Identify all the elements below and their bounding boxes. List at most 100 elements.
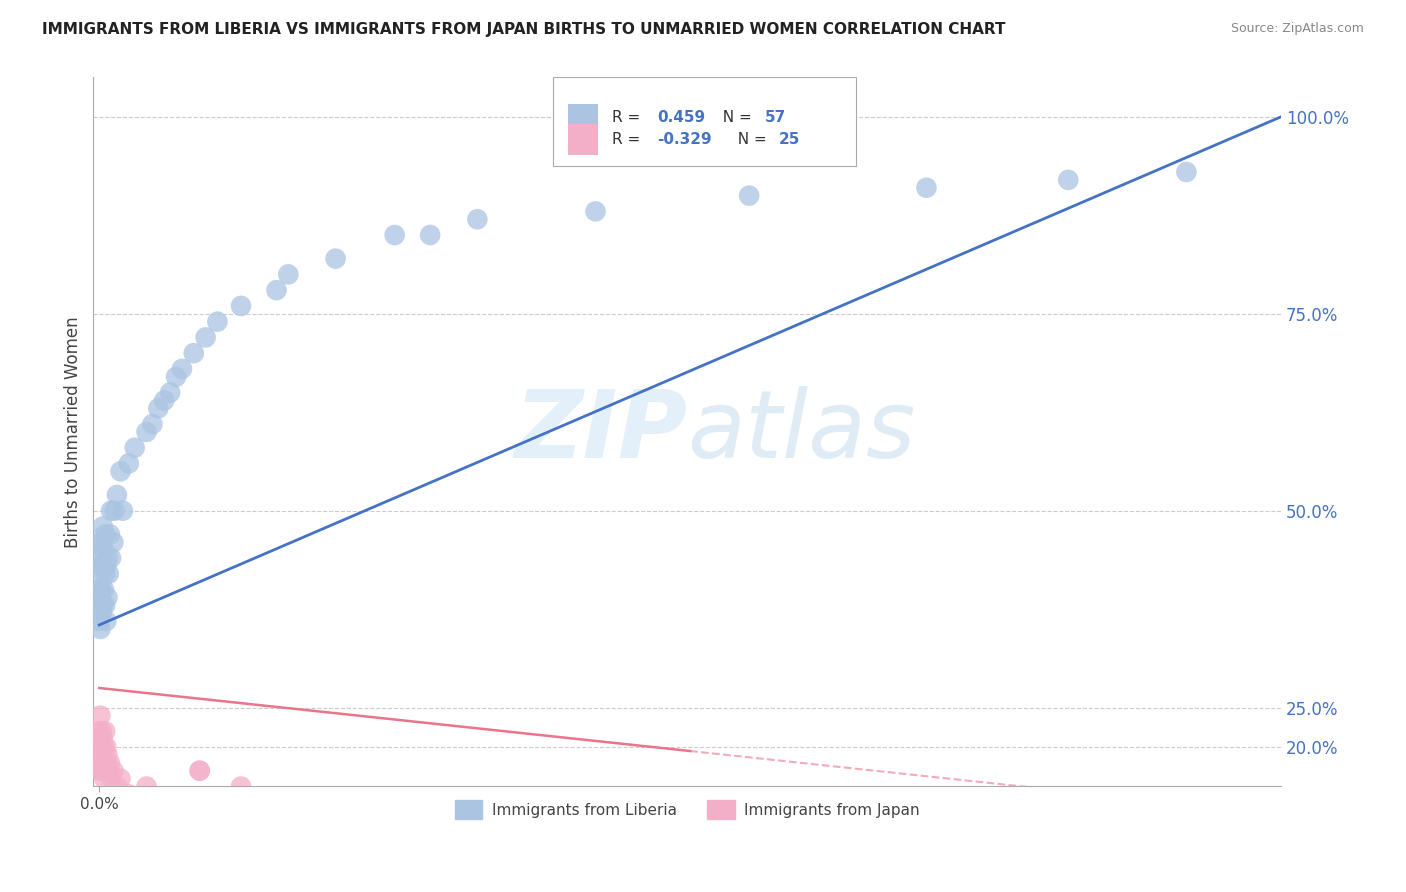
Point [91, 599, 114, 613]
Point [188, 764, 211, 778]
Point [347, 811, 370, 825]
Text: N =: N = [727, 132, 770, 146]
Point [467, 212, 489, 227]
Point [89, 599, 111, 613]
Y-axis label: Births to Unmarried Women: Births to Unmarried Women [65, 316, 82, 548]
FancyBboxPatch shape [568, 123, 598, 155]
Point [89, 756, 111, 770]
Point [1057, 173, 1080, 187]
Point [103, 764, 125, 778]
Point [419, 227, 441, 242]
Point [384, 227, 406, 242]
Point [148, 401, 170, 416]
Point [165, 369, 187, 384]
Point [89, 551, 111, 566]
Point [188, 764, 211, 778]
Point [93, 740, 115, 755]
Point [89, 599, 111, 613]
Point [96, 740, 118, 755]
Point [110, 464, 132, 478]
Text: N =: N = [713, 111, 756, 126]
Text: atlas: atlas [688, 386, 915, 477]
Point [90, 747, 112, 762]
Point [93, 582, 115, 597]
Point [89, 708, 111, 723]
Point [135, 780, 157, 794]
Text: Source: ZipAtlas.com: Source: ZipAtlas.com [1230, 22, 1364, 36]
Point [118, 788, 141, 802]
Point [93, 543, 115, 558]
Point [105, 488, 128, 502]
Point [183, 346, 205, 360]
Point [89, 622, 111, 636]
Text: IMMIGRANTS FROM LIBERIA VS IMMIGRANTS FROM JAPAN BIRTHS TO UNMARRIED WOMEN CORRE: IMMIGRANTS FROM LIBERIA VS IMMIGRANTS FR… [42, 22, 1005, 37]
Point [100, 772, 122, 786]
Text: 25: 25 [779, 132, 800, 146]
Point [96, 747, 118, 762]
Point [89, 535, 111, 549]
Point [229, 299, 252, 313]
Point [561, 842, 583, 856]
Point [915, 180, 938, 194]
Point [118, 457, 141, 471]
Point [266, 283, 288, 297]
FancyBboxPatch shape [553, 78, 856, 166]
Point [89, 582, 111, 597]
Point [194, 330, 217, 344]
Text: -0.329: -0.329 [658, 132, 711, 146]
Point [100, 551, 122, 566]
Point [1175, 165, 1198, 179]
Point [90, 724, 112, 739]
Point [94, 527, 117, 541]
Point [94, 724, 117, 739]
Text: 57: 57 [765, 111, 786, 126]
Point [103, 535, 125, 549]
Text: R =: R = [613, 111, 645, 126]
Text: R =: R = [613, 132, 645, 146]
Point [110, 772, 132, 786]
Point [207, 315, 229, 329]
Legend: Immigrants from Liberia, Immigrants from Japan: Immigrants from Liberia, Immigrants from… [449, 794, 925, 825]
Point [96, 558, 118, 573]
Point [277, 795, 299, 809]
Point [89, 614, 111, 628]
Point [93, 772, 115, 786]
Point [153, 393, 176, 408]
Text: ZIP: ZIP [515, 386, 688, 478]
Point [124, 441, 146, 455]
Point [89, 764, 111, 778]
Point [443, 827, 465, 841]
Point [97, 764, 120, 778]
Point [100, 504, 122, 518]
Point [89, 558, 111, 573]
Point [159, 385, 181, 400]
Point [96, 614, 118, 628]
Point [98, 527, 121, 541]
Point [105, 780, 128, 794]
Point [91, 558, 114, 573]
Point [277, 268, 299, 282]
Point [229, 780, 252, 794]
Point [738, 188, 761, 202]
FancyBboxPatch shape [568, 104, 598, 136]
Point [90, 535, 112, 549]
Point [94, 756, 117, 770]
Point [90, 582, 112, 597]
Point [98, 756, 121, 770]
Point [325, 252, 347, 266]
Point [89, 740, 111, 755]
Point [91, 732, 114, 747]
Point [104, 504, 127, 518]
Point [170, 362, 193, 376]
Point [89, 724, 111, 739]
Point [91, 764, 114, 778]
Point [89, 566, 111, 581]
Point [585, 204, 607, 219]
Point [111, 504, 134, 518]
Point [135, 425, 157, 439]
Point [90, 606, 112, 620]
Text: 0.459: 0.459 [658, 111, 706, 126]
Point [141, 417, 163, 431]
Point [91, 519, 114, 533]
Point [96, 591, 118, 605]
